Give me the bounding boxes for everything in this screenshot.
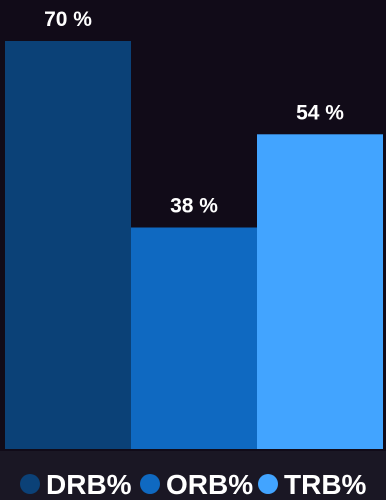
legend-label: DRB% xyxy=(46,469,132,500)
legend-label: ORB% xyxy=(166,469,253,500)
data-label-drb: 70 % xyxy=(44,8,92,31)
data-label-trb: 54 % xyxy=(296,101,344,124)
data-label-orb: 38 % xyxy=(170,195,218,218)
bar-trb xyxy=(257,134,383,450)
value-labels-group: 70 % 38 % 54 % xyxy=(44,8,344,218)
legend-swatch xyxy=(140,474,160,494)
legend: DRB% ORB% TRB% xyxy=(20,469,367,500)
legend-item-drb: DRB% xyxy=(20,469,132,500)
bar-drb xyxy=(5,41,131,449)
bar-orb xyxy=(131,227,257,449)
legend-item-trb: TRB% xyxy=(258,469,367,500)
legend-swatch xyxy=(258,474,278,494)
legend-label: TRB% xyxy=(284,469,367,500)
legend-item-orb: ORB% xyxy=(140,469,253,500)
legend-background xyxy=(0,451,386,500)
bars-group xyxy=(5,41,383,450)
legend-swatch xyxy=(20,474,40,494)
